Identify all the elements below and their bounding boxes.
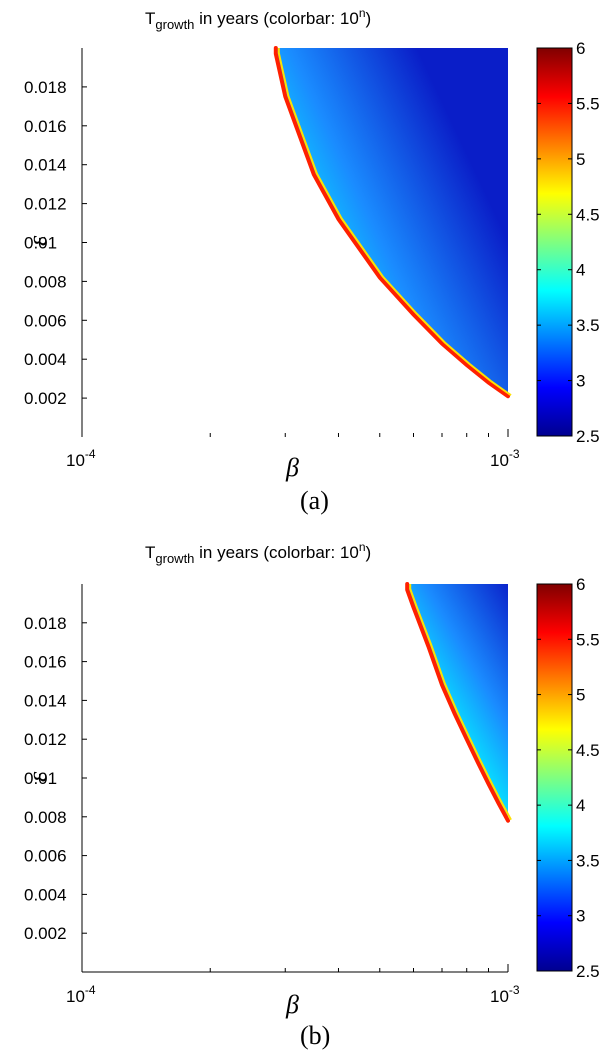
panel-label-b: (b) bbox=[300, 1021, 330, 1050]
y-tick-label-b-5: 0.012 bbox=[24, 730, 67, 749]
x-axis-label-b: β bbox=[285, 990, 299, 1019]
colorbar-a bbox=[536, 47, 573, 437]
y-ticks-b: 0.002 0.004 0.006 0.008 0.01 0.012 0.014 0.016 0… bbox=[24, 614, 87, 943]
y-tick-label-a-4: 0.01 bbox=[24, 234, 57, 253]
boundary-curve-a bbox=[273, 46, 510, 399]
x-tick-label-b-0: 10-4 bbox=[66, 983, 96, 1006]
y-tick-label-b-2: 0.006 bbox=[24, 847, 67, 866]
y-tick-label-a-0: 0.002 bbox=[24, 389, 67, 408]
colorbar-tick-label-a-7: 6 bbox=[576, 39, 585, 58]
y-tick-label-b-7: 0.016 bbox=[24, 653, 67, 672]
x-minor-ticks-b bbox=[209, 964, 509, 972]
colorbar-tick-label-b-4: 4.5 bbox=[576, 741, 600, 760]
colorbar-tick-label-b-5: 5 bbox=[576, 686, 585, 705]
y-tick-label-b-3: 0.008 bbox=[24, 808, 67, 827]
panel-b: Tgrowth in years (colorbar: 10n) 0.0020.… bbox=[23, 540, 600, 1050]
y-tick-label-b-6: 0.014 bbox=[24, 691, 67, 710]
colorbar-tick-label-b-0: 2.5 bbox=[576, 962, 600, 981]
colorbar-tick-label-b-7: 6 bbox=[576, 575, 585, 594]
boundary-yellow-a bbox=[277, 48, 512, 397]
y-tick-label-a-5: 0.012 bbox=[24, 195, 67, 214]
heatmap-region-b bbox=[407, 584, 508, 821]
y-tick-label-a-3: 0.008 bbox=[24, 272, 67, 291]
colorbar-tick-label-a-6: 5.5 bbox=[576, 94, 600, 113]
y-tick-label-a-7: 0.016 bbox=[24, 117, 67, 136]
colorbar-ticks-a: 2.5 3 3.5 4 4.5 5 5.5 6 bbox=[537, 39, 600, 446]
heatmap-region-a bbox=[275, 48, 508, 397]
y-axis-label-b: ε bbox=[23, 771, 52, 782]
y-tick-label-a-2: 0.006 bbox=[24, 311, 67, 330]
y-tick-label-a-1: 0.004 bbox=[24, 350, 67, 369]
boundary-curve-b bbox=[405, 582, 510, 823]
colorbar-tick-label-a-3: 4 bbox=[576, 261, 585, 280]
colorbar-tick-label-a-2: 3.5 bbox=[576, 316, 600, 335]
colorbar-tick-label-b-6: 5.5 bbox=[576, 630, 600, 649]
panel-label-a: (a) bbox=[300, 486, 329, 515]
panel-a: Tgrowth in years (colorbar: 10n) 0.0020.… bbox=[23, 6, 600, 515]
x-minor-ticks-a bbox=[209, 429, 509, 437]
y-tick-label-a-6: 0.014 bbox=[24, 156, 67, 175]
x-axis-label-a: β bbox=[285, 453, 299, 482]
colorbar-tick-label-a-1: 3 bbox=[576, 372, 585, 391]
y-ticks-a: 0.002 0.004 0.006 0.008 0.01 0.012 0.014 0.016 0… bbox=[24, 78, 87, 408]
colorbar-b bbox=[536, 583, 573, 972]
colorbar-tick-label-a-5: 5 bbox=[576, 150, 585, 169]
chart-title-a: Tgrowth in years (colorbar: 10n) bbox=[145, 6, 371, 32]
colorbar-ticks-b: 2.5 3 3.5 4 4.5 5 5.5 6 bbox=[537, 575, 600, 981]
y-tick-label-b-4: 0.01 bbox=[24, 769, 57, 788]
y-tick-label-b-0: 0.002 bbox=[24, 924, 67, 943]
boundary-yellow-b bbox=[409, 584, 512, 821]
x-tick-label-b-1: 10-3 bbox=[490, 983, 520, 1006]
colorbar-tick-label-a-4: 4.5 bbox=[576, 205, 600, 224]
colorbar-tick-label-b-1: 3 bbox=[576, 907, 585, 926]
colorbar-tick-label-a-0: 2.5 bbox=[576, 427, 600, 446]
chart-title-b: Tgrowth in years (colorbar: 10n) bbox=[145, 540, 371, 566]
y-axis-label-a: ε bbox=[23, 235, 52, 246]
y-tick-label-a-8: 0.018 bbox=[24, 78, 67, 97]
x-tick-label-a-0: 10-4 bbox=[66, 447, 96, 470]
y-tick-label-b-8: 0.018 bbox=[24, 614, 67, 633]
colorbar-tick-label-b-3: 4 bbox=[576, 796, 585, 815]
x-tick-label-a-1: 10-3 bbox=[490, 447, 520, 470]
y-tick-label-b-1: 0.004 bbox=[24, 885, 67, 904]
colorbar-tick-label-b-2: 3.5 bbox=[576, 851, 600, 870]
